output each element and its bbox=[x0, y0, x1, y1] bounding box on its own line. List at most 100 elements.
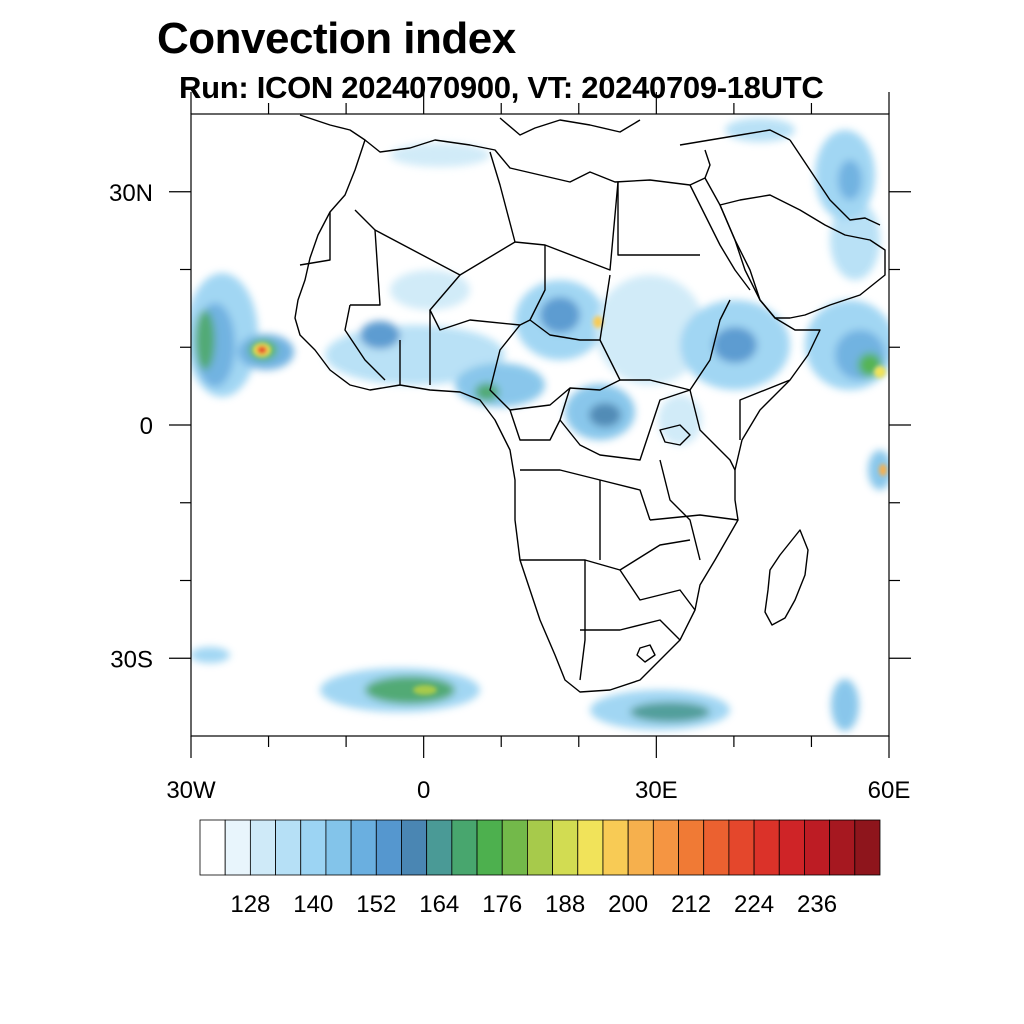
colorbar-swatch bbox=[602, 819, 629, 876]
arabia-coastline bbox=[719, 194, 886, 319]
country-border bbox=[689, 389, 736, 471]
country-border bbox=[520, 559, 586, 681]
country-border bbox=[619, 569, 696, 611]
convection-cell bbox=[725, 118, 795, 142]
lon-tick-label: 30W bbox=[166, 777, 216, 804]
colorbar-swatch bbox=[804, 819, 831, 876]
convection-core bbox=[413, 685, 437, 695]
colorbar-swatch bbox=[426, 819, 453, 876]
country-border bbox=[559, 389, 691, 461]
country-border bbox=[489, 324, 621, 411]
colorbar-swatch bbox=[325, 819, 352, 876]
colorbar-swatch bbox=[199, 819, 226, 876]
map-subtitle: Run: ICON 2024070900, VT: 20240709-18UTC bbox=[179, 70, 824, 105]
convection-cell bbox=[589, 403, 621, 427]
country-border bbox=[520, 469, 651, 521]
lat-tick-label: 30S bbox=[110, 646, 153, 673]
convection-cell bbox=[830, 200, 880, 280]
convection-cell bbox=[540, 297, 580, 333]
lon-tick-label: 60E bbox=[868, 777, 911, 804]
colorbar-swatch bbox=[728, 819, 755, 876]
convection-core bbox=[593, 316, 603, 328]
convection-field bbox=[191, 118, 889, 731]
lat-tick-label: 30N bbox=[109, 180, 153, 207]
convection-cell bbox=[475, 383, 499, 401]
colorbar-swatch bbox=[275, 819, 302, 876]
madagascar-coastline bbox=[764, 529, 809, 626]
colorbar-label: 200 bbox=[608, 891, 648, 918]
convection-cell bbox=[191, 647, 230, 663]
map-frame bbox=[190, 113, 890, 737]
colorbar-swatch bbox=[300, 819, 327, 876]
levant-coastline bbox=[704, 149, 711, 179]
colorbar-swatch bbox=[224, 819, 251, 876]
convection-cell bbox=[365, 676, 455, 704]
convection-cell bbox=[390, 143, 490, 167]
colorbar-swatch bbox=[476, 819, 503, 876]
colorbar-swatch bbox=[577, 819, 604, 876]
country-border bbox=[649, 514, 739, 521]
coastlines-and-borders bbox=[294, 114, 886, 693]
colorbar-label: 212 bbox=[671, 891, 711, 918]
colorbar-swatch bbox=[753, 819, 780, 876]
convection-cell bbox=[595, 275, 705, 385]
colorbar-label: 236 bbox=[797, 891, 837, 918]
colorbar-label: 164 bbox=[419, 891, 459, 918]
colorbar-label: 128 bbox=[230, 891, 270, 918]
colorbar-swatch bbox=[552, 819, 579, 876]
convection-cell bbox=[831, 679, 859, 731]
convection-core bbox=[257, 346, 267, 354]
axis-ticks: 30W 0 30E 60E 30N 0 30S bbox=[109, 92, 911, 804]
country-border bbox=[509, 387, 571, 441]
colorbar-swatch bbox=[854, 819, 881, 876]
lon-tick-label: 30E bbox=[635, 777, 678, 804]
country-border bbox=[429, 274, 531, 331]
colorbar: 128 140 152 164 176 188 200 212 224 236 bbox=[199, 819, 881, 918]
europe-coastline bbox=[499, 117, 641, 136]
colorbar-swatch bbox=[249, 819, 276, 876]
colorbar-swatch bbox=[627, 819, 654, 876]
convection-cell bbox=[195, 310, 215, 370]
colorbar-swatch bbox=[703, 819, 730, 876]
colorbar-swatch bbox=[350, 819, 377, 876]
country-border bbox=[580, 619, 681, 641]
colorbar-swatch bbox=[527, 819, 553, 876]
colorbar-label: 188 bbox=[545, 891, 585, 918]
colorbar-swatch bbox=[678, 819, 705, 876]
lake-victoria bbox=[659, 424, 691, 446]
convection-core bbox=[874, 366, 886, 378]
colorbar-swatch bbox=[829, 819, 856, 876]
convection-core bbox=[879, 464, 887, 476]
country-border bbox=[584, 539, 691, 571]
country-border bbox=[739, 379, 791, 440]
convection-cell bbox=[868, 450, 889, 490]
convection-cell bbox=[713, 327, 757, 363]
convection-cell bbox=[838, 160, 862, 200]
country-border bbox=[617, 182, 700, 256]
convection-cell bbox=[658, 395, 702, 445]
convection-cell bbox=[630, 702, 710, 722]
country-border bbox=[344, 304, 386, 381]
persian-gulf-coastline bbox=[789, 139, 881, 226]
country-border bbox=[489, 151, 619, 271]
colorbar-swatch bbox=[778, 819, 805, 876]
colorbar-label: 224 bbox=[734, 891, 774, 918]
country-border bbox=[299, 212, 331, 266]
colorbar-swatch bbox=[401, 819, 428, 876]
country-border bbox=[350, 209, 381, 306]
red-sea-coastline bbox=[689, 184, 751, 291]
colorbar-swatch bbox=[501, 819, 528, 876]
colorbar-swatch bbox=[451, 819, 478, 876]
country-border bbox=[636, 644, 656, 663]
turkey-coastline bbox=[679, 129, 791, 146]
africa-coastline bbox=[294, 139, 821, 693]
europe-coastline bbox=[299, 114, 366, 141]
lat-tick-label: 0 bbox=[140, 413, 153, 440]
colorbar-swatch bbox=[375, 819, 402, 876]
colorbar-label: 152 bbox=[356, 891, 396, 918]
country-border bbox=[374, 229, 516, 276]
convection-cell bbox=[390, 270, 470, 310]
colorbar-label: 140 bbox=[293, 891, 333, 918]
country-border bbox=[659, 459, 701, 561]
